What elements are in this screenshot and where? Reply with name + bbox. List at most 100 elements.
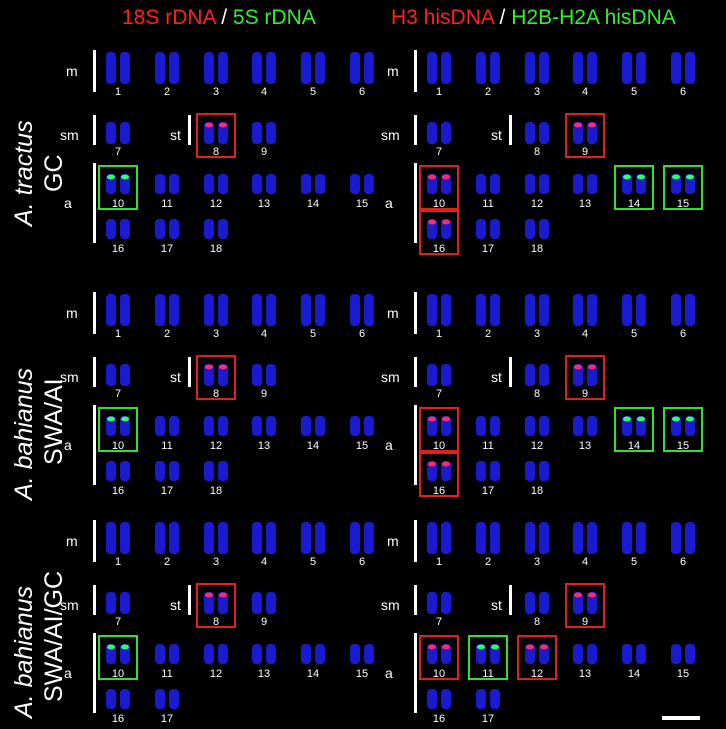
chromosome-pair-1-panel-5 [106, 522, 130, 554]
probe-box-12 [517, 635, 557, 680]
chromosome-number: 2 [484, 86, 492, 98]
chromosome-pair-3-panel-5 [204, 522, 228, 554]
probe-box-14 [614, 407, 654, 452]
chromosome-number: 1 [114, 556, 122, 568]
chromosome-number: 1 [114, 86, 122, 98]
chromosome-pair-9-panel-6 [573, 592, 597, 614]
chromosome-number: 2 [484, 556, 492, 568]
chromosome-pair-12-panel-4 [525, 416, 549, 436]
header-right: H3 hisDNA / H2B-H2A hisDNA [391, 6, 676, 29]
chromosome-pair-2-panel-6 [476, 522, 500, 554]
chromosome-pair-1-panel-4 [427, 294, 451, 326]
chromosome-number: 8 [533, 616, 541, 628]
chromosome-pair-16-panel-6 [427, 689, 451, 709]
group-bar-m [414, 50, 417, 92]
chromosome-pair-11-panel-4 [476, 416, 500, 436]
chromosome-pair-5-panel-6 [622, 522, 646, 554]
group-bar-a [414, 633, 417, 713]
group-bar-a [93, 405, 96, 485]
chromosome-number: 4 [581, 556, 589, 568]
chromosome-number: 11 [161, 198, 173, 210]
chromosome-number: 8 [533, 146, 541, 158]
chromosome-pair-4-panel-3 [252, 294, 276, 326]
chromosome-number: 5 [630, 328, 638, 340]
chromosome-number: 12 [530, 198, 544, 210]
group-bar-m [93, 520, 96, 562]
chromosome-pair-9-panel-3 [252, 364, 276, 386]
chromosome-pair-15-panel-5 [350, 644, 374, 664]
chromosome-number: 8 [212, 616, 220, 628]
chromosome-number: 12 [209, 198, 223, 210]
chromosome-number: 5 [309, 328, 317, 340]
chromosome-pair-2-panel-1 [155, 52, 179, 84]
chromosome-pair-3-panel-3 [204, 294, 228, 326]
chromosome-pair-16-panel-1 [106, 219, 130, 239]
chromosome-number: 13 [578, 668, 592, 680]
group-bar-a [414, 405, 417, 485]
chromosome-number: 13 [578, 440, 592, 452]
chromosome-number: 1 [435, 556, 443, 568]
chromosome-pair-10-panel-2 [427, 174, 451, 194]
chromosome-pair-5-panel-2 [622, 52, 646, 84]
group-bar-sm [414, 585, 417, 615]
group-label-st: st [170, 369, 181, 385]
chromosome-number: 1 [435, 328, 443, 340]
chromosome-pair-8-panel-5 [204, 592, 228, 614]
chromosome-pair-10-panel-6 [427, 644, 451, 664]
probe-box-10 [98, 635, 138, 680]
chromosome-number: 10 [432, 198, 446, 210]
chromosome-number: 17 [481, 243, 495, 255]
chromosome-pair-1-panel-2 [427, 52, 451, 84]
chromosome-pair-15-panel-4 [671, 416, 695, 436]
group-label-st: st [170, 597, 181, 613]
chromosome-number: 7 [435, 146, 443, 158]
group-bar-m [414, 292, 417, 334]
chromosome-number: 5 [309, 86, 317, 98]
chromosome-pair-1-panel-3 [106, 294, 130, 326]
chromosome-pair-4-panel-6 [573, 522, 597, 554]
chromosome-pair-2-panel-3 [155, 294, 179, 326]
chromosome-pair-4-panel-4 [573, 294, 597, 326]
chromosome-pair-16-panel-4 [427, 461, 451, 481]
chromosome-number: 7 [435, 616, 443, 628]
chromosome-number: 8 [533, 388, 541, 400]
chromosome-pair-11-panel-5 [155, 644, 179, 664]
group-label-sm: sm [381, 127, 400, 143]
chromosome-number: 14 [306, 440, 320, 452]
group-bar-m [93, 50, 96, 92]
species-label-3: A. bahianus [10, 585, 38, 718]
probe-box-16 [419, 452, 459, 497]
chromosome-pair-18-panel-2 [525, 219, 549, 239]
probe-box-8 [196, 113, 236, 158]
chromosome-number: 15 [676, 198, 690, 210]
chromosome-pair-2-panel-2 [476, 52, 500, 84]
group-label-st: st [491, 369, 502, 385]
chromosome-number: 9 [581, 146, 589, 158]
group-label-a: a [64, 195, 72, 211]
group-bar-st [509, 357, 512, 387]
chromosome-pair-15-panel-1 [350, 174, 374, 194]
chromosome-number: 12 [209, 668, 223, 680]
chromosome-pair-14-panel-5 [301, 644, 325, 664]
chromosome-number: 9 [260, 616, 268, 628]
chromosome-number: 12 [209, 440, 223, 452]
chromosome-pair-8-panel-3 [204, 364, 228, 386]
chromosome-number: 15 [355, 668, 369, 680]
group-label-st: st [491, 127, 502, 143]
chromosome-number: 13 [257, 198, 271, 210]
group-label-sm: sm [381, 369, 400, 385]
probe-box-10 [419, 635, 459, 680]
group-bar-a [414, 163, 417, 243]
chromosome-pair-8-panel-6 [525, 592, 549, 614]
group-label-a: a [385, 437, 393, 453]
chromosome-pair-13-panel-3 [252, 416, 276, 436]
scale-bar [662, 716, 700, 720]
probe-box-9 [565, 113, 605, 158]
chromosome-number: 15 [676, 440, 690, 452]
chromosome-number: 11 [482, 440, 494, 452]
chromosome-number: 9 [581, 616, 589, 628]
chromosome-number: 14 [627, 440, 641, 452]
chromosome-pair-17-panel-6 [476, 689, 500, 709]
chromosome-number: 7 [435, 388, 443, 400]
chromosome-pair-2-panel-4 [476, 294, 500, 326]
